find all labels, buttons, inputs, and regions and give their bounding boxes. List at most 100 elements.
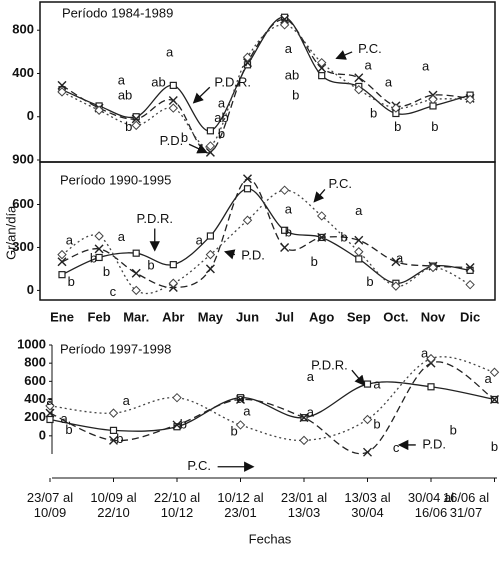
annotation-arrow xyxy=(351,369,366,386)
marker-square xyxy=(46,415,54,424)
marker-x xyxy=(354,73,364,83)
marker-x-stroke xyxy=(354,73,364,83)
marker-diamond xyxy=(362,414,373,425)
marker-x-stroke xyxy=(243,174,252,184)
marker-x-stroke xyxy=(391,257,401,267)
marker-square xyxy=(243,185,252,193)
marker-diamond xyxy=(428,262,438,273)
annotation: P.C. xyxy=(328,176,352,191)
annotation: c xyxy=(110,284,117,299)
panel-title: Período 1990-1995 xyxy=(60,172,171,187)
y-tick-label: 400 xyxy=(24,391,46,406)
y-tick-label: 600 xyxy=(24,373,46,388)
marker-diamond xyxy=(131,120,141,131)
annotation: a xyxy=(237,391,245,406)
marker-x-stroke xyxy=(168,96,178,106)
annotation: ab xyxy=(285,68,299,83)
marker-x xyxy=(317,232,327,242)
annotation: P.D.R. xyxy=(136,211,173,226)
x-tick-label: Ago xyxy=(309,309,334,324)
y-tick-label: 600 xyxy=(12,196,34,211)
annotation: a xyxy=(123,393,131,408)
marker-square xyxy=(206,232,214,240)
x-tick-label: 10/09 al 22/10 xyxy=(90,490,137,520)
marker-x-stroke xyxy=(57,80,67,90)
annotation: b xyxy=(366,274,373,289)
annotation: b xyxy=(394,119,401,134)
marker-x xyxy=(57,80,67,90)
marker-diamond xyxy=(426,353,436,364)
x-tick-label: Jul xyxy=(275,309,294,324)
marker-square xyxy=(95,253,103,262)
x-tick-label: May xyxy=(198,309,224,324)
marker-square xyxy=(132,249,140,257)
annotation: c xyxy=(393,440,400,455)
annotation: a xyxy=(307,405,315,420)
marker-x-stroke xyxy=(465,263,475,272)
x-tick-label: Sep xyxy=(347,309,371,324)
marker-x-stroke xyxy=(354,235,364,245)
panel-title: Período 1984-1989 xyxy=(62,5,173,20)
marker-diamond xyxy=(57,249,67,260)
marker-square xyxy=(169,261,177,269)
marker-square xyxy=(206,127,214,135)
annotation: P.D. xyxy=(241,247,265,262)
y-tick-label: 0 xyxy=(27,282,34,297)
annotation: P.D. xyxy=(160,133,184,148)
annotation: b xyxy=(311,254,318,269)
marker-x-stroke xyxy=(45,408,55,418)
marker-x-stroke xyxy=(205,264,215,274)
marker-x xyxy=(299,413,309,423)
marker-x xyxy=(172,420,182,430)
annotation: a xyxy=(243,404,251,419)
x-tick-label: 23/07 al 10/09 xyxy=(26,490,74,520)
marker-square xyxy=(363,380,372,388)
annotation: a xyxy=(166,44,174,59)
plot-frame xyxy=(39,161,496,301)
annotation: a xyxy=(285,41,293,56)
marker-diamond xyxy=(94,105,104,115)
marker-x-stroke xyxy=(280,14,290,24)
marker-x-stroke xyxy=(131,268,141,278)
x-tick-label: 13/03 al 30/04 xyxy=(344,490,391,520)
panel-title: Período 1997-1998 xyxy=(60,341,171,356)
series-line xyxy=(49,381,495,432)
annotation: b xyxy=(231,424,238,439)
annotation: b xyxy=(450,423,457,438)
annotation: b xyxy=(285,225,292,240)
marker-square xyxy=(318,72,326,80)
marker-square xyxy=(109,426,118,434)
marker-x-stroke xyxy=(109,435,118,445)
annotation: a, xyxy=(60,411,71,426)
x-tick-label: Jun xyxy=(236,309,259,324)
marker-diamond xyxy=(45,401,55,411)
y-tick-label: 0 xyxy=(27,108,34,123)
annotation: ab xyxy=(214,110,228,125)
x-tick-label: 30/04 al 16/06 xyxy=(407,490,455,520)
annotation: b xyxy=(491,439,498,454)
y-tick-label: 200 xyxy=(24,409,46,424)
annotation-arrow xyxy=(192,86,211,104)
marker-x xyxy=(168,96,178,106)
annotation: a xyxy=(396,250,404,265)
marker-diamond xyxy=(354,247,364,257)
annotation: P.D.R. xyxy=(214,75,251,90)
marker-x-stroke xyxy=(490,395,499,404)
annotation: P.C. xyxy=(187,458,211,473)
marker-diamond xyxy=(279,20,290,30)
annotation: a xyxy=(196,232,204,247)
marker-diamond xyxy=(316,211,327,221)
marker-diamond xyxy=(235,420,246,430)
marker-diamond xyxy=(428,94,438,105)
marker-diamond xyxy=(168,103,179,113)
x-tick-label: 10/12 al 23/01 xyxy=(217,490,264,520)
marker-x-stroke xyxy=(317,232,327,242)
marker-diamond xyxy=(205,249,216,260)
marker-x-stroke xyxy=(57,257,67,267)
marker-diamond xyxy=(279,185,290,195)
marker-diamond xyxy=(168,278,179,288)
marker-x xyxy=(57,257,67,267)
marker-diamond xyxy=(57,87,67,97)
annotation: a xyxy=(485,371,493,386)
annotation: P.C. xyxy=(358,41,382,56)
